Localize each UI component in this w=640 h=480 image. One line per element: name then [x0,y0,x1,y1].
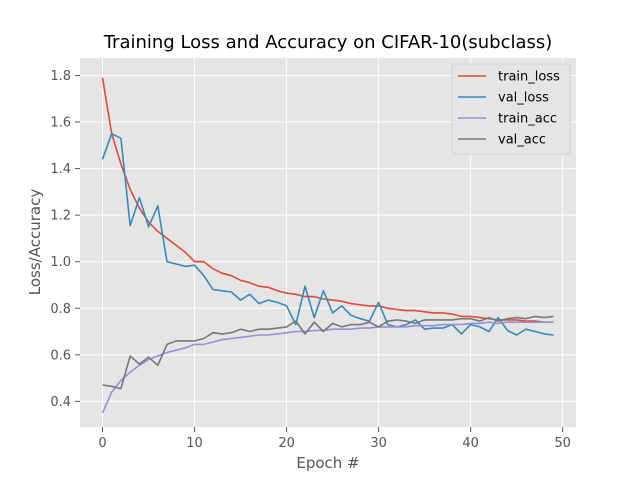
x-axis-label: Epoch # [296,454,359,472]
x-tick-label: 40 [462,436,479,451]
series-line-val-loss [101,132,554,336]
y-tick-label: 1.8 [50,69,71,84]
y-axis-ticks: 0.4 0.6 0.8 1.0 1.2 1.4 1.6 1.8 [50,69,80,410]
y-tick-label: 0.8 [50,302,71,317]
y-tick-label: 1.2 [50,209,71,224]
x-tick-label: 10 [186,436,203,451]
legend-label: train_loss [498,70,560,85]
x-axis-ticks: 0 10 20 30 40 50 [98,427,571,451]
y-tick-label: 1.0 [50,255,71,270]
y-axis-label: Loss/Accuracy [26,189,44,296]
legend-label: val_loss [498,91,549,106]
legend-box [451,63,571,155]
series-line-val-acc [102,315,554,390]
y-tick-label: 0.6 [50,348,71,363]
series-line-train-loss [101,77,554,324]
y-tick-label: 0.4 [50,395,71,410]
legend-label: train_acc [498,112,557,127]
series-lines [101,77,554,414]
x-tick-label: 30 [370,436,387,451]
series-line-train-acc [101,321,554,414]
chart-title: Training Loss and Accuracy on CIFAR-10(s… [103,32,553,53]
x-tick-label: 50 [554,436,571,451]
x-tick-label: 0 [98,436,106,451]
y-tick-label: 1.6 [50,116,71,131]
y-tick-label: 1.4 [50,162,71,177]
x-tick-label: 20 [278,436,295,451]
legend: train_loss val_loss train_acc val_acc [451,63,571,155]
legend-label: val_acc [498,133,546,148]
